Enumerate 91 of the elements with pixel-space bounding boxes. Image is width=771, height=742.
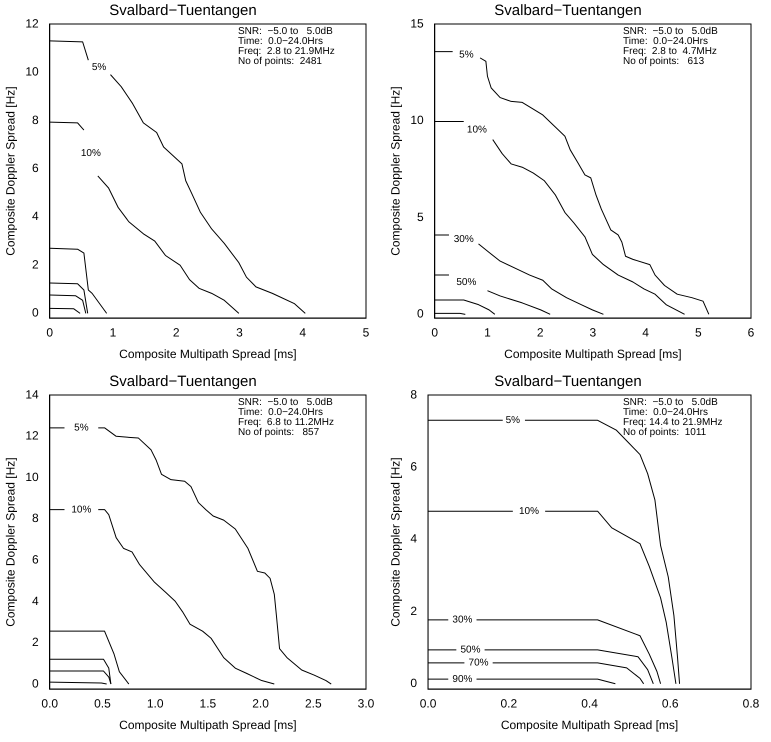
x-tick-label: 2	[172, 326, 180, 340]
y-tick-label: 4	[410, 532, 418, 546]
y-axis-title: Composite Doppler Spread [Hz]	[4, 86, 18, 256]
y-tick-label: 8	[410, 387, 418, 402]
y-tick-label: 6	[32, 161, 40, 175]
annotation: Time: 0.0−24.0Hrs	[623, 36, 708, 47]
series-label: 5%	[459, 50, 474, 61]
y-axis-title: Composite Doppler Spread [Hz]	[388, 86, 403, 256]
y-tick-label: 10	[25, 64, 40, 79]
series-label: 10%	[518, 506, 540, 517]
x-tick-label: 2.5	[304, 696, 322, 711]
annotation: Time: 0.0−24.0Hrs	[623, 406, 708, 418]
x-axis-title: Composite Multipath Spread [ms]	[504, 347, 682, 362]
x-tick-label: 0.0	[420, 696, 437, 711]
y-tick-label: 12	[25, 428, 40, 443]
series-label: 50%	[460, 644, 481, 656]
annotation: SNR: −5.0 to 5.0dB	[238, 396, 334, 408]
chart-title: Svalbard−Tuentangen	[494, 2, 642, 20]
y-tick-label: 0	[32, 676, 40, 690]
x-tick-label: 1	[110, 326, 117, 340]
series-label: 10%	[80, 148, 101, 159]
series-label: 50%	[456, 276, 476, 288]
x-tick-label: 4	[299, 326, 306, 340]
x-tick-label: 3.0	[358, 696, 375, 711]
x-tick-label: 3	[236, 326, 244, 340]
annotation: SNR: −5.0 to 5.0dB	[623, 26, 718, 37]
x-tick-label: 0.4	[581, 696, 598, 711]
series-label: 5%	[506, 415, 520, 426]
series-label: 10%	[71, 504, 92, 516]
y-tick-label: 4	[32, 594, 40, 608]
annotation: Freq: 2.8 to 21.9MHz	[238, 46, 335, 57]
y-tick-label: 14	[25, 387, 40, 402]
series-label: 5%	[92, 62, 106, 73]
x-tick-label: 4	[642, 326, 650, 340]
y-tick-label: 10	[410, 113, 424, 128]
x-tick-label: 2	[536, 326, 544, 340]
annotation: Time: 0.0−24.0Hrs	[238, 406, 323, 418]
chart-title: Svalbard−Tuentangen	[494, 373, 642, 390]
y-tick-label: 12	[25, 16, 40, 30]
x-tick-label: 0.6	[662, 696, 679, 711]
x-tick-label: 0.0	[41, 696, 58, 711]
series-label: 30%	[452, 614, 472, 626]
y-tick-label: 4	[32, 209, 40, 224]
x-axis-title: Composite Multipath Spread [ms]	[119, 347, 297, 362]
y-tick-label: 15	[410, 16, 424, 30]
x-tick-label: 0	[46, 326, 54, 340]
x-tick-label: 6	[748, 326, 755, 340]
x-tick-label: 1.5	[200, 696, 217, 711]
x-tick-label: 5	[362, 326, 370, 340]
x-tick-label: 3	[590, 326, 597, 340]
series-label: 5%	[74, 422, 89, 434]
y-tick-label: 0	[417, 306, 424, 321]
annotation: Time: 0.0−24.0Hrs	[238, 36, 323, 47]
series-label: 90%	[452, 674, 472, 685]
y-tick-label: 5	[417, 210, 424, 224]
annotation: No of points: 2481	[238, 56, 322, 67]
y-tick-label: 0	[410, 676, 418, 690]
annotation: No of points: 613	[623, 56, 705, 67]
annotation: SNR: −5.0 to 5.0dB	[238, 26, 334, 37]
series-label: 10%	[466, 124, 488, 136]
x-tick-label: 5	[694, 326, 702, 340]
annotation: Freq: 14.4 to 21.9MHz	[623, 416, 722, 428]
y-tick-label: 2	[410, 604, 418, 618]
chart-title: Svalbard−Tuentangen	[109, 373, 257, 390]
y-axis-title: Composite Doppler Spread [Hz]	[4, 457, 18, 627]
x-tick-label: 0.5	[94, 696, 112, 711]
series-label: 70%	[468, 658, 489, 669]
y-tick-label: 8	[32, 112, 40, 127]
y-tick-label: 2	[32, 635, 40, 650]
y-axis-title: Composite Doppler Spread [Hz]	[388, 457, 403, 627]
annotation: No of points: 1011	[623, 426, 707, 438]
annotation: Freq: 2.8 to 4.7MHz	[623, 46, 717, 57]
y-tick-label: 10	[25, 470, 40, 484]
y-tick-label: 2	[32, 257, 40, 272]
y-tick-label: 0	[32, 306, 40, 320]
y-tick-label: 6	[410, 460, 418, 474]
x-axis-title: Composite Multipath Spread [ms]	[500, 718, 678, 732]
chart-title: Svalbard−Tuentangen	[109, 2, 257, 20]
annotation: Freq: 6.8 to 11.2MHz	[238, 416, 334, 428]
y-tick-label: 6	[32, 552, 40, 566]
series-label: 30%	[454, 234, 474, 246]
x-axis-title: Composite Multipath Spread [ms]	[119, 718, 297, 732]
x-tick-label: 0	[431, 326, 438, 340]
x-tick-label: 0.8	[742, 696, 760, 711]
x-tick-label: 1.0	[146, 696, 164, 711]
x-tick-label: 2.0	[252, 696, 270, 711]
y-tick-label: 8	[32, 511, 40, 526]
annotation: SNR: −5.0 to 5.0dB	[623, 396, 718, 408]
x-tick-label: 1	[484, 326, 492, 340]
x-tick-label: 0.2	[500, 696, 518, 711]
annotation: No of points: 857	[238, 426, 320, 438]
